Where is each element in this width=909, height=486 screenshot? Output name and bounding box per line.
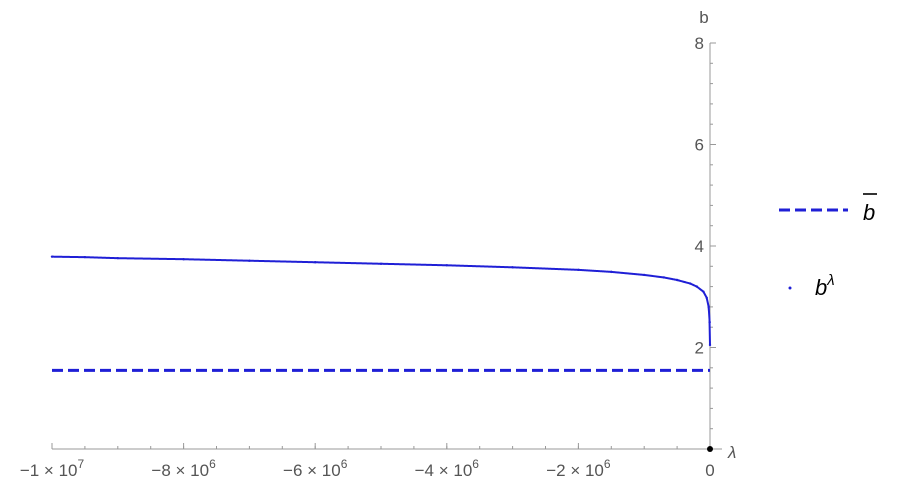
y-tick-label: 8 [695, 34, 704, 53]
series-blambda-points [51, 255, 711, 345]
data-point-blambda [707, 305, 710, 309]
x-tick-label: −8 × 106 [151, 457, 216, 480]
x-tick-label-base: 0 [705, 461, 714, 480]
data-point-blambda [689, 282, 692, 285]
legend-swatch-point [788, 286, 792, 290]
data-point-blambda [643, 273, 646, 277]
data-point-blambda [116, 256, 120, 260]
data-point-blambda [182, 257, 185, 261]
x-tick-labels: −1 × 107 −8 × 106 −6 × 106 −4 × 106 −2 × 106… [20, 457, 715, 480]
legend-label-blambda-base: b [815, 275, 827, 300]
x-tick-label-exponent: 6 [472, 457, 479, 471]
legend-entry-bbar: b [779, 193, 877, 225]
data-point-blambda [314, 261, 317, 264]
y-axis-label: b [699, 8, 708, 27]
legend-entry-blambda: bλ [788, 272, 835, 300]
data-point-blambda [708, 343, 712, 347]
x-tick-label-exponent: 6 [341, 457, 348, 471]
y-major-ticks [710, 42, 716, 348]
x-axis: −1 × 107 −8 × 106 −6 × 106 −4 × 106 −2 × 106… [20, 443, 736, 480]
x-tick-label-base: −1 × 10 [20, 461, 78, 480]
data-point-blambda [445, 264, 448, 267]
x-minor-ticks [51, 446, 711, 449]
y-tick-labels: 2 4 6 8 [695, 34, 704, 358]
data-point-blambda [662, 276, 666, 279]
y-tick-label: 6 [695, 136, 704, 155]
legend-label-blambda: bλ [815, 272, 835, 300]
x-tick-label-exponent: 7 [77, 457, 84, 471]
data-point-blambda [675, 278, 679, 282]
x-tick-label: −4 × 106 [415, 457, 480, 480]
data-point-blambda [83, 255, 87, 259]
x-tick-label-base: −8 × 10 [151, 461, 209, 480]
x-tick-label-base: −2 × 10 [546, 461, 604, 480]
data-point-blambda [379, 262, 383, 265]
y-tick-label: 2 [695, 339, 704, 358]
y-tick-label: 4 [695, 237, 704, 256]
y-axis: 2 4 6 8 b [695, 8, 716, 450]
data-point-blambda [511, 266, 514, 269]
legend: b bλ [779, 193, 877, 300]
origin-marker [707, 446, 713, 452]
x-tick-label-base: −6 × 10 [283, 461, 341, 480]
x-tick-label-base: −4 × 10 [415, 461, 473, 480]
data-point-blambda [610, 270, 613, 274]
legend-label-blambda-sup: λ [826, 272, 834, 289]
data-point-blambda [708, 320, 711, 324]
data-point-blambda [705, 296, 708, 299]
data-point-blambda [702, 290, 705, 293]
x-tick-label-exponent: 6 [604, 457, 611, 471]
legend-label-bbar: b [863, 200, 875, 225]
plot-area [50, 255, 712, 372]
x-tick-label: −2 × 106 [546, 457, 611, 480]
data-point-blambda [248, 259, 251, 262]
x-tick-label: −6 × 106 [283, 457, 348, 480]
x-axis-label: λ [727, 443, 736, 462]
x-tick-label: 0 [705, 461, 714, 480]
x-tick-label: −1 × 107 [20, 457, 85, 480]
x-tick-label-exponent: 6 [209, 457, 216, 471]
data-point-blambda [50, 255, 54, 258]
data-point-blambda [577, 268, 580, 272]
data-point-blambda [695, 285, 699, 288]
